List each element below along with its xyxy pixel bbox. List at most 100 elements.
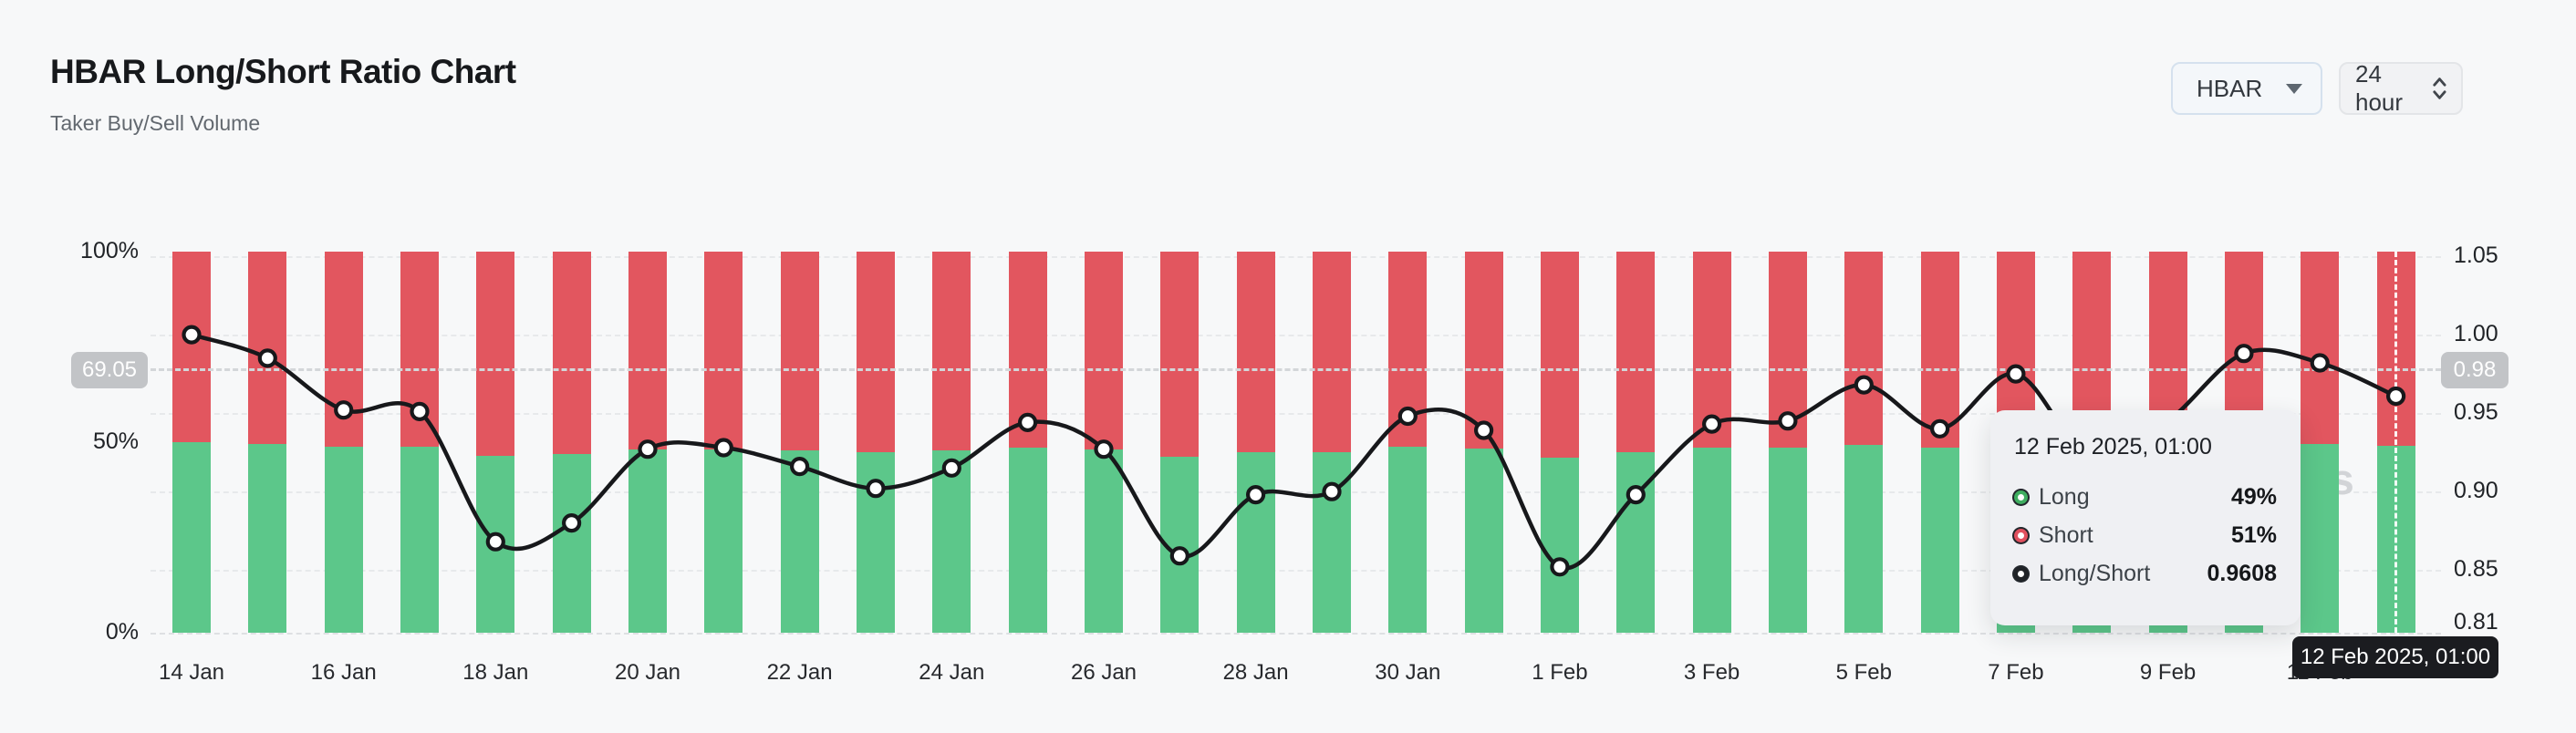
bar-11-feb[interactable] (2301, 252, 2340, 633)
short-segment (1008, 252, 1047, 448)
short-segment (1768, 252, 1807, 448)
tooltip-row-value: 51% (2230, 522, 2277, 548)
bar-14-jan[interactable] (172, 252, 211, 633)
x-axis-tick: 20 Jan (614, 660, 681, 685)
tooltip-row-value: 49% (2230, 484, 2277, 510)
short-segment (1616, 252, 1656, 453)
long-segment (1844, 445, 1884, 633)
bar-15-jan[interactable] (248, 252, 287, 633)
y-axis-right-tick: 1.00 (2454, 321, 2498, 347)
bar-26-jan[interactable] (1085, 252, 1123, 633)
long-segment (780, 450, 819, 633)
bar-22-jan[interactable] (780, 252, 819, 633)
y-axis-left-tick: 50% (92, 428, 139, 454)
bar-2-feb[interactable] (1616, 252, 1656, 633)
y-axis-right-tick: 0.95 (2454, 399, 2498, 426)
x-axis-tick: 7 Feb (1988, 660, 2044, 685)
bar-21-jan[interactable] (704, 252, 743, 633)
bar-19-jan[interactable] (552, 252, 591, 633)
bar-18-jan[interactable] (476, 252, 515, 633)
short-segment (780, 252, 819, 451)
y-axis-left-tick: 100% (80, 238, 139, 263)
x-axis-tick: 5 Feb (1835, 660, 1892, 685)
long-segment (1920, 448, 1959, 633)
chevron-down-icon (2286, 83, 2302, 94)
tooltip-row-label: Short (2039, 522, 2093, 548)
chart-controls: HBAR 24 hour (2171, 60, 2463, 116)
long-segment (1236, 452, 1275, 633)
short-segment (1920, 252, 1959, 449)
crosshair-date-pill: 12 Feb 2025, 01:00 (2292, 636, 2498, 678)
long-segment (1464, 448, 1503, 633)
long-segment (1768, 447, 1807, 633)
long-segment (932, 450, 971, 633)
bar-29-jan[interactable] (1313, 252, 1351, 633)
page-title: HBAR Long/Short Ratio Chart (50, 53, 516, 90)
x-axis-tick: 30 Jan (1375, 660, 1441, 685)
bar-17-jan[interactable] (400, 252, 439, 633)
short-segment (248, 252, 287, 444)
bar-23-jan[interactable] (857, 252, 895, 633)
x-axis-tick: 28 Jan (1222, 660, 1289, 685)
chevron-up-down-icon (2433, 77, 2446, 99)
tooltip-row-value: 0.9608 (2207, 561, 2277, 586)
short-segment (1085, 252, 1123, 449)
tooltip-row-long-short: Long/Short 0.9608 (2014, 561, 2277, 587)
long-segment (552, 454, 591, 633)
gridline (151, 570, 2441, 573)
short-segment (932, 252, 971, 451)
symbol-select[interactable]: HBAR (2171, 62, 2322, 115)
y-axis-left-tick: 0% (105, 619, 139, 645)
bar-6-feb[interactable] (1920, 252, 1959, 633)
bar-30-jan[interactable] (1388, 252, 1428, 633)
short-segment (172, 252, 211, 442)
bar-25-jan[interactable] (1008, 252, 1047, 633)
short-segment (704, 252, 743, 449)
tooltip-row-short: Short 51% (2014, 522, 2277, 549)
long-segment (1313, 451, 1351, 633)
x-axis-tick: 16 Jan (310, 660, 377, 685)
short-segment (1540, 252, 1579, 458)
short-segment (400, 252, 439, 448)
bar-5-feb[interactable] (1844, 252, 1884, 633)
tooltip-title: 12 Feb 2025, 01:00 (2014, 434, 2212, 459)
bar-31-jan[interactable] (1464, 252, 1503, 633)
x-axis-tick: 18 Jan (462, 660, 529, 685)
bar-3-feb[interactable] (1692, 252, 1731, 633)
long-segment (1085, 449, 1123, 633)
tooltip-row-label: Long (2039, 484, 2090, 510)
long-segment (1540, 457, 1579, 633)
bar-28-jan[interactable] (1236, 252, 1275, 633)
long-segment (1388, 447, 1428, 633)
bar-4-feb[interactable] (1768, 252, 1807, 633)
long-segment (704, 449, 743, 633)
bar-24-jan[interactable] (932, 252, 971, 633)
long-segment (476, 455, 515, 633)
interval-select-value: 24 hour (2355, 60, 2404, 116)
short-segment (476, 252, 515, 456)
x-axis-tick: 24 Jan (919, 660, 985, 685)
crosshair-left-badge: 69.05 (71, 352, 148, 388)
tooltip-rows: Long 49% Short 51% Long/Short 0.9608 (2014, 484, 2277, 587)
long-segment (1160, 456, 1200, 633)
interval-select[interactable]: 24 hour (2339, 60, 2463, 116)
long-segment (400, 447, 439, 633)
y-axis-right-tick: 1.05 (2454, 243, 2498, 268)
y-axis-right-tick: 0.90 (2454, 478, 2498, 504)
crosshair-right-badge: 0.98 (2441, 352, 2508, 388)
symbol-select-value: HBAR (2197, 74, 2263, 102)
y-axis-right-tick: 0.81 (2454, 609, 2498, 635)
short-segment (628, 252, 667, 449)
short-segment (2301, 252, 2340, 445)
page-subtitle: Taker Buy/Sell Volume (50, 111, 261, 135)
short-segment (857, 252, 895, 452)
x-axis-tick: 1 Feb (1532, 660, 1588, 685)
bar-20-jan[interactable] (628, 252, 667, 633)
series-ring-icon (2014, 490, 2028, 504)
long-segment (248, 443, 287, 633)
bar-27-jan[interactable] (1160, 252, 1200, 633)
bar-1-feb[interactable] (1540, 252, 1579, 633)
y-axis-right-tick: 0.85 (2454, 556, 2498, 583)
long-segment (1692, 448, 1731, 633)
bar-16-jan[interactable] (324, 252, 363, 633)
